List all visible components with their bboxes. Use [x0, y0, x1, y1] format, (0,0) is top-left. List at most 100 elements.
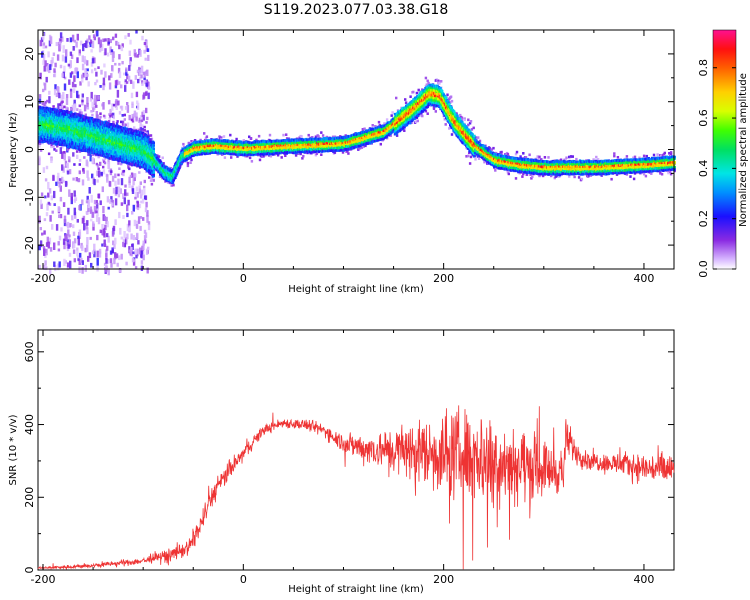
- spectrogram-noise-cell: [95, 111, 98, 119]
- spectrogram-halo-cell: [298, 136, 301, 139]
- spectrogram-ridge-cell: [90, 116, 94, 120]
- spectrogram-noise-cell: [110, 49, 114, 53]
- spectrogram-halo-cell: [632, 156, 635, 160]
- spectrogram-halo-cell: [193, 139, 197, 142]
- spectrogram-noise-cell: [139, 216, 143, 219]
- spectrogram-noise-cell: [128, 176, 131, 184]
- spectrogram-halo-cell: [596, 158, 600, 161]
- spectrogram-noise-cell: [99, 39, 102, 48]
- spectrogram-noise-cell: [88, 252, 92, 259]
- spectrogram-noise-cell: [92, 34, 96, 39]
- spectrogram-halo-cell: [467, 118, 470, 122]
- spectrogram-halo-cell: [222, 135, 226, 138]
- spectrogram-halo-cell: [559, 158, 563, 162]
- spectrogram-noise-cell: [78, 53, 81, 56]
- spectrogram-noise-cell: [65, 234, 68, 242]
- spectrogram-noise-cell: [72, 249, 76, 254]
- spectrogram-noise-cell: [134, 191, 138, 200]
- spectrogram-ridge-cell: [46, 122, 49, 125]
- spectrogram-noise-cell: [100, 171, 103, 176]
- spectrogram-noise-cell: [109, 250, 113, 255]
- spectrogram-noise-cell: [42, 42, 46, 46]
- spectrogram-halo-cell: [116, 120, 119, 123]
- spectrogram-halo-cell: [43, 103, 46, 106]
- spectrogram-halo-cell: [472, 126, 475, 130]
- spectrogram-noise-cell: [112, 112, 115, 118]
- spectrogram-noise-cell: [75, 41, 78, 48]
- spectrogram-noise-cell: [84, 69, 87, 78]
- spectrogram-noise-cell: [65, 97, 69, 105]
- spectrogram-noise-cell: [42, 167, 46, 173]
- spectrogram-noise-cell: [133, 258, 136, 263]
- spectrogram-noise-cell: [96, 30, 99, 37]
- spectrogram-noise-cell: [69, 37, 73, 43]
- spectrogram-noise-cell: [97, 66, 100, 70]
- spectrogram-noise-cell: [124, 184, 127, 188]
- spectrogram-noise-cell: [114, 198, 118, 206]
- spectrogram-halo-cell: [383, 122, 386, 125]
- spectrogram-noise-cell: [136, 206, 140, 211]
- spectrogram-halo-cell: [522, 152, 525, 155]
- spectrogram-noise-cell: [87, 204, 91, 209]
- spectrogram-noise-cell: [90, 218, 93, 222]
- spectrogram-ridge-cell: [78, 125, 81, 129]
- spectrogram-noise-cell: [131, 243, 134, 250]
- spectrogram-halo-cell: [282, 133, 285, 137]
- spectrogram-halo-cell: [268, 133, 272, 137]
- spectrogram-noise-cell: [134, 75, 137, 80]
- spectrogram-noise-cell: [128, 249, 132, 253]
- spectrogram-halo-cell: [145, 132, 148, 135]
- spectrogram-halo-cell: [500, 150, 503, 154]
- spectrogram-halo-cell: [122, 169, 126, 173]
- spectrogram-noise-cell: [146, 80, 149, 85]
- spectrogram-halo-cell: [186, 161, 190, 165]
- spectrogram-noise-cell: [82, 43, 85, 52]
- spectrogram-noise-cell: [132, 177, 135, 186]
- spectrogram-noise-cell: [43, 248, 46, 256]
- spectrogram-noise-cell: [73, 238, 77, 244]
- spectrogram-noise-cell: [100, 69, 103, 75]
- spectrogram-noise-cell: [45, 212, 49, 217]
- spectrogram-noise-cell: [40, 203, 43, 209]
- spectrogram-noise-cell: [59, 185, 62, 192]
- spectrogram-ridge-cell: [78, 134, 81, 137]
- spectrogram-halo-cell: [47, 152, 51, 156]
- figure-title: S119.2023.077.03.38.G18: [264, 2, 449, 18]
- spectrogram-noise-cell: [95, 95, 99, 102]
- spectrogram-noise-cell: [91, 250, 95, 255]
- spectrogram-halo-cell: [229, 133, 232, 137]
- spectrogram-noise-cell: [127, 199, 130, 206]
- spectrogram-noise-cell: [147, 224, 151, 231]
- spectrogram-noise-cell: [134, 266, 138, 270]
- spectrogram-noise-cell: [95, 201, 98, 205]
- spectrogram-halo-cell: [414, 120, 418, 123]
- spectrogram-halo-cell: [412, 90, 415, 94]
- spectrogram-halo-cell: [52, 145, 55, 148]
- spectrogram-noise-cell: [72, 224, 75, 229]
- spectrogram-noise-cell: [59, 32, 63, 39]
- spectrogram-noise-cell: [73, 207, 76, 216]
- spectrogram-noise-cell: [144, 207, 148, 213]
- spectrogram-halo-cell: [311, 136, 314, 139]
- spectrogram-halo-cell: [477, 136, 480, 139]
- spectrogram-noise-cell: [59, 178, 62, 181]
- spectrogram-noise-cell: [89, 39, 93, 44]
- spectrogram-halo-cell: [102, 114, 106, 118]
- spectrogram-halo-cell: [294, 154, 298, 157]
- spectrogram-halo-cell: [443, 117, 446, 121]
- spectrogram-noise-cell: [147, 221, 151, 226]
- spectrogram-noise-cell: [80, 257, 83, 263]
- spectrogram-noise-cell: [81, 55, 84, 63]
- spectrogram-halo-cell: [190, 140, 193, 143]
- spectrogram-noise-cell: [132, 261, 136, 266]
- spectrogram-noise-cell: [132, 81, 135, 89]
- spectrogram-halo-cell: [669, 151, 673, 154]
- spectrogram-halo-cell: [656, 153, 659, 156]
- spectrogram-halo-cell: [564, 158, 567, 161]
- spectrogram-halo-cell: [244, 154, 247, 158]
- spectrogram-noise-cell: [67, 229, 70, 236]
- spectrogram-noise-cell: [53, 88, 57, 96]
- spectrogram-noise-cell: [93, 249, 96, 258]
- spectrogram-halo-cell: [437, 79, 440, 83]
